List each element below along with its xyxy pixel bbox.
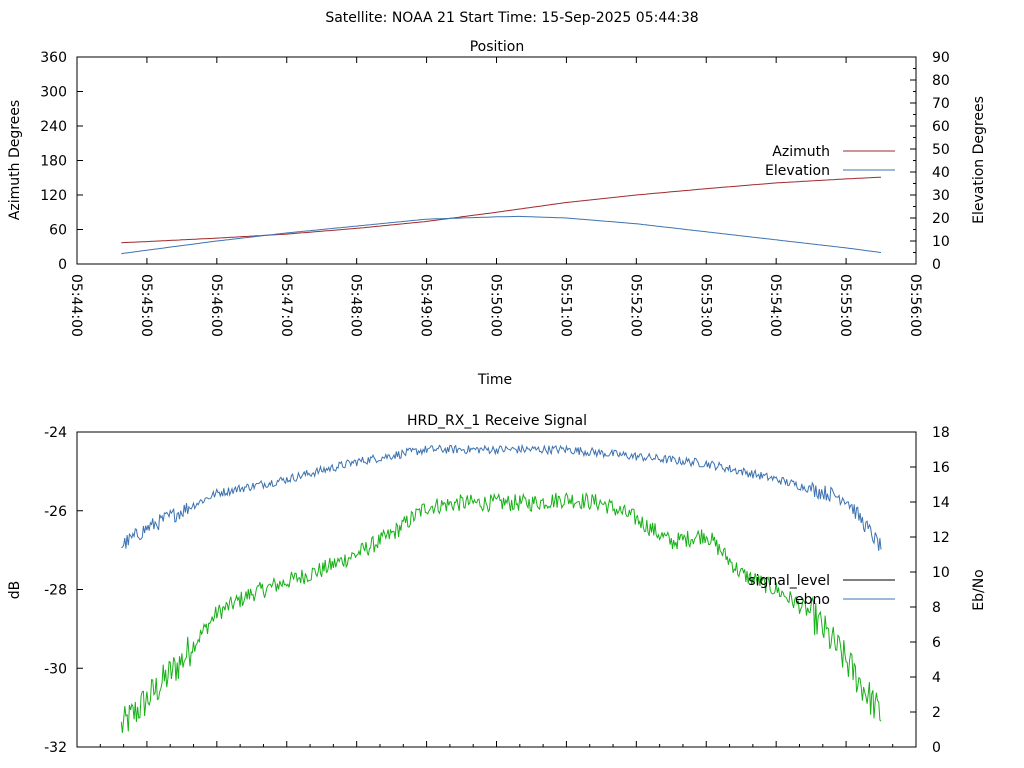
signal-ytick-label: -26 [44, 504, 67, 520]
position-xtick-label: 05:46:00 [208, 274, 224, 337]
signal-ytick-label: -32 [44, 740, 67, 756]
signal-y2tick-label: 2 [932, 705, 941, 721]
ebno-line [121, 443, 882, 551]
signal-y2label: Eb/No [971, 569, 987, 611]
signal-y2tick-label: 10 [932, 565, 950, 581]
position-y2tick-label: 10 [932, 234, 950, 250]
signal-ylabel: dB [7, 581, 23, 600]
legend-label-signal-level: signal_level [748, 573, 830, 589]
position-legend: Azimuth Elevation [765, 144, 895, 179]
signal-y2tick-label: 12 [932, 530, 950, 546]
position-panel: Position 0 60 120 180 240 300 360 0 10 20 30 40 50 60… [7, 39, 987, 388]
signal-trace-green [120, 491, 882, 734]
position-lines [121, 176, 882, 255]
position-xtick-label: 05:48:00 [348, 274, 364, 337]
position-y2tick-label: 80 [932, 73, 950, 89]
position-ytick-label: 300 [40, 85, 67, 101]
position-ytick-label: 0 [58, 257, 67, 273]
position-y2tick-label: 40 [932, 165, 950, 181]
position-y2tick-label: 20 [932, 211, 950, 227]
legend-label-ebno: ebno [795, 592, 830, 608]
signal-y2tick-label: 16 [932, 460, 950, 476]
position-ytick-label: 240 [40, 119, 67, 135]
position-y2tick-label: 70 [932, 96, 950, 112]
position-ytick-label: 120 [40, 188, 67, 204]
position-xtick-label: 05:49:00 [418, 274, 434, 337]
position-xtick-label: 05:45:00 [138, 274, 154, 337]
position-xtick-label: 05:54:00 [767, 274, 783, 337]
position-xtick-label: 05:53:00 [697, 274, 713, 337]
figure-title: Satellite: NOAA 21 Start Time: 15-Sep-20… [325, 10, 698, 26]
position-xtick-label: 05:50:00 [488, 274, 504, 337]
position-y2tick-label: 0 [932, 257, 941, 273]
position-xtick-label: 05:51:00 [557, 274, 573, 337]
position-plot-frame [76, 56, 917, 265]
signal-y2tick-label: 14 [932, 495, 950, 511]
position-xlabel: Time [477, 372, 512, 388]
position-ytick-label: 60 [49, 223, 67, 239]
signal-ytick-label: -30 [44, 661, 67, 677]
position-ytick-label: 360 [40, 50, 67, 66]
position-ytick-label: 180 [40, 154, 67, 170]
legend-label-elevation: Elevation [765, 163, 830, 179]
signal-y2tick-label: 18 [932, 425, 950, 441]
position-ylabel: Azimuth Degrees [7, 100, 23, 220]
signal-title: HRD_RX_1 Receive Signal [407, 413, 587, 429]
signal-y2tick-label: 4 [932, 670, 941, 686]
position-xtick-label: 05:56:00 [907, 274, 923, 337]
signal-y2tick-label: 8 [932, 600, 941, 616]
position-y2tick-label: 50 [932, 142, 950, 158]
position-xtick-label: 05:55:00 [837, 274, 853, 337]
elevation-line [121, 215, 882, 255]
signal-y2tick-label: 6 [932, 635, 941, 651]
position-y2tick-label: 60 [932, 119, 950, 135]
signal-panel: HRD_RX_1 Receive Signal -32 -30 -28 -26 -24 0… [7, 413, 987, 756]
azimuth-line [121, 176, 882, 244]
position-xtick-label: 05:47:00 [278, 274, 294, 337]
signal-plot-frame [76, 431, 917, 748]
signal-ytick-label: -24 [44, 425, 67, 441]
position-axes: 0 60 120 180 240 300 360 0 10 20 30 40 50 60 70 80 90 05:… [40, 50, 950, 337]
position-y2tick-label: 30 [932, 188, 950, 204]
position-xtick-label: 05:52:00 [627, 274, 643, 337]
legend-label-azimuth: Azimuth [772, 144, 830, 160]
position-y2label: Elevation Degrees [971, 96, 987, 224]
signal-axes: -32 -30 -28 -26 -24 0 2 4 6 8 10 12 14 16 18 [44, 425, 950, 756]
position-title: Position [470, 39, 525, 55]
signal-lines [120, 443, 882, 734]
position-xtick-label: 05:44:00 [68, 274, 84, 337]
position-y2tick-label: 90 [932, 50, 950, 66]
signal-legend: signal_level ebno [748, 573, 895, 608]
signal-y2tick-label: 0 [932, 740, 941, 756]
signal-ytick-label: -28 [44, 583, 67, 599]
